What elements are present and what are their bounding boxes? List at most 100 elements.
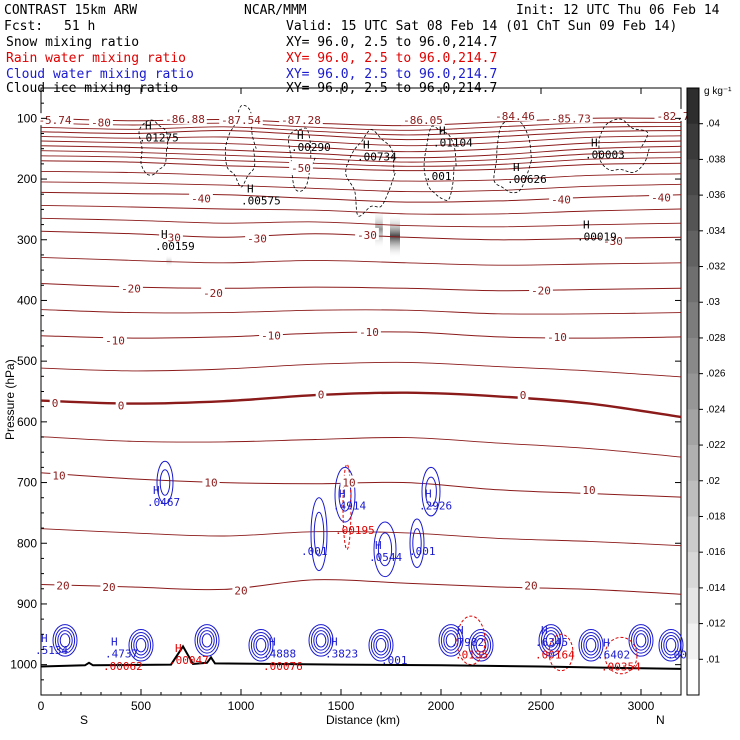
colorbar-tick-label: .036 [706, 190, 726, 201]
isotherm-label-bg [279, 113, 323, 126]
cloud-water-contour [308, 624, 334, 657]
colorbar-tick-label: .016 [706, 547, 726, 558]
cloud-ice-plume [375, 209, 383, 249]
isotherm-label: -80 [91, 117, 111, 130]
colorbar-tick-label: .014 [706, 583, 726, 594]
model-title: CONTRAST 15km ARW [4, 3, 137, 18]
cloud-water-contour [468, 628, 494, 662]
colorbar-tick-label: .032 [706, 262, 726, 273]
rain-contour [604, 636, 638, 675]
maximum-value: .00575 [241, 194, 281, 207]
maximum-marker: H [297, 129, 304, 142]
field-xy-snow: XY= 96.0, 2.5 to 96.0,214.7 [286, 35, 497, 50]
isotherm-intermediate [40, 204, 682, 215]
isotherm-label: 10 [342, 477, 355, 490]
maximum-marker: H [111, 636, 118, 649]
maximum-value: .4888 [263, 648, 296, 661]
cloud-water-contour [310, 497, 328, 572]
cloud-water-contour [545, 633, 557, 648]
maximum-marker: H [513, 161, 520, 174]
cloud-water-contour [156, 460, 174, 505]
cloud-water-contour [628, 624, 654, 657]
cloud-water-contour [199, 630, 215, 651]
maximum-value: .01275 [139, 132, 179, 145]
y-tick-label: 700 [17, 476, 37, 490]
snow-contour [598, 118, 650, 173]
isotherm-label-bg [340, 475, 358, 488]
isotherm-intermediate [40, 170, 682, 182]
cloud-water-contour [475, 638, 487, 653]
cloud-water-contour [665, 638, 677, 653]
maximum-value: .6402 [597, 648, 630, 661]
isotherm-minus40 [40, 191, 682, 203]
isotherm-label: 0 [318, 389, 325, 402]
org-label: NCAR/MMM [244, 3, 307, 18]
colorbar: g kg⁻¹ .01 .012 .014 .016 .018 .02 .022 .024 .02… [686, 86, 732, 696]
rain-contours [342, 463, 638, 675]
isotherm-label-bg [54, 578, 72, 591]
cloud-water-contour [375, 638, 387, 653]
isotherm-label-bg [401, 113, 445, 126]
cloud-water-contours [52, 460, 684, 662]
maximum-value: .5134 [35, 644, 68, 657]
cloud-water-contour [253, 635, 269, 656]
isotherm-intermediate [40, 217, 682, 228]
field-name-cloud-water: Cloud water mixing ratio [6, 67, 194, 82]
maximum-marker: H [541, 624, 548, 637]
maximum-value: .0135 [455, 648, 488, 661]
terrain-line [40, 644, 682, 670]
maximum-marker: H [331, 636, 338, 649]
isotherm-intermediate [40, 361, 682, 378]
isotherm-label-bg [50, 468, 68, 481]
isotherm-label: -10 [261, 330, 281, 343]
isotherm-label: -30 [603, 235, 623, 248]
maximum-value: .00626 [507, 173, 547, 186]
cloud-ice-shading [166, 209, 400, 268]
cloud-water-contour [57, 630, 73, 651]
isotherm-label-bg [517, 388, 529, 401]
cloud-water-contour [377, 532, 393, 567]
cloud-water-contour [578, 628, 604, 662]
colorbar-swatch [687, 230, 699, 268]
isotherm-label: -10 [105, 335, 125, 348]
maximum-value: .00195 [335, 524, 375, 537]
isotherm-label-bg [522, 578, 540, 591]
x-tick-label: 2500 [528, 699, 555, 713]
y-tick-label: 1000 [10, 658, 37, 672]
cloud-water-contour [194, 624, 220, 657]
isotherm-label: -82.7 [656, 110, 689, 123]
isotherm-label: -50 [291, 162, 311, 175]
y-tick-label: 900 [17, 597, 37, 611]
isotherm-label: 10 [204, 477, 217, 490]
isotherm-label-bg [580, 482, 598, 495]
cloud-water-contour [658, 628, 684, 662]
colorbar-swatch [687, 88, 699, 125]
field-name-rain: Rain water mixing ratio [6, 51, 186, 66]
isotherm-label: -10 [359, 326, 379, 339]
terrain-profile [40, 644, 682, 670]
init-time: Init: 12 UTC Thu 06 Feb 14 [516, 3, 720, 18]
maximum-value: .00019 [577, 231, 617, 244]
colorbar-tick-label: .02 [706, 476, 720, 487]
isotherm-label-bg [159, 230, 183, 243]
y-tick-label: 100 [17, 111, 37, 125]
isotherm-label-bg [36, 113, 74, 126]
cloud-water-contour [310, 627, 332, 654]
maximum-marker: H [603, 636, 610, 649]
header: CONTRAST 15km ARW NCAR/MMM Init: 12 UTC … [4, 3, 720, 96]
isotherm-label-bg [649, 190, 673, 203]
x-tick-label: 3000 [628, 699, 655, 713]
colorbar-swatch [687, 266, 699, 303]
snow-contours [138, 104, 650, 217]
x-axis-label: Distance (km) [326, 713, 400, 727]
isotherm-label: -86.88 [165, 113, 205, 126]
isotherm-0 [40, 391, 682, 419]
colorbar-tick-label: .022 [706, 440, 726, 451]
cloud-water-contour [373, 635, 389, 656]
isotherm-intermediate [40, 181, 682, 193]
cloud-water-contour [663, 635, 679, 656]
cloud-water-contour [445, 633, 457, 648]
maximum-value: .6345 [535, 636, 568, 649]
maximum-value: .2926 [419, 500, 452, 513]
